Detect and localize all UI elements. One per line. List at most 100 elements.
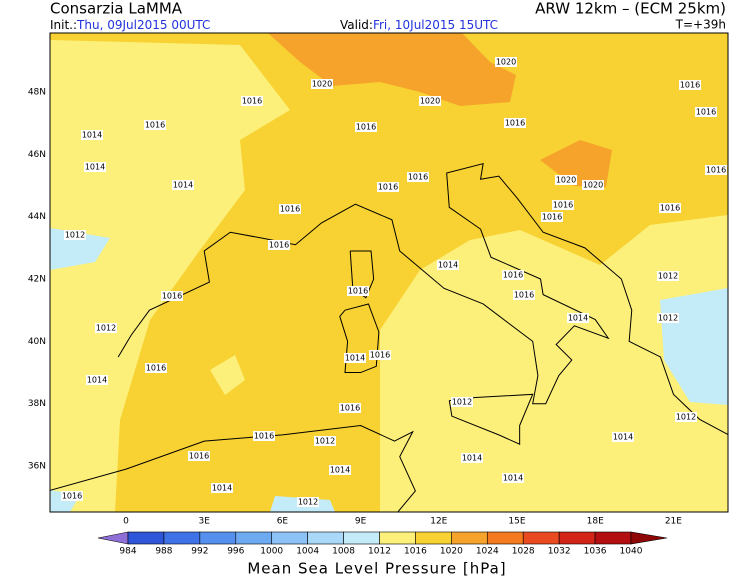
isobar-label: 1014 xyxy=(82,131,102,140)
isobar-label: 1016 xyxy=(280,205,300,214)
isobar-label: 1012 xyxy=(298,498,318,507)
field-1012 xyxy=(210,355,245,395)
isobar-label: 1016 xyxy=(340,404,360,413)
colorbar-segment xyxy=(451,531,488,545)
isobar-label-bg xyxy=(582,180,604,190)
lat-label: 36N xyxy=(28,462,46,472)
isobar-label-bg xyxy=(695,107,717,117)
isobar-label-bg xyxy=(513,290,535,300)
colorbar-label: 1016 xyxy=(404,547,427,557)
isobar-label: 1016 xyxy=(378,183,398,192)
isobar-label: 1016 xyxy=(408,173,428,182)
colorbar-segment xyxy=(594,531,632,545)
coastline xyxy=(349,250,375,299)
colorbar-under xyxy=(97,531,129,545)
isobar-label: 1014 xyxy=(568,314,588,323)
isobar-label-bg xyxy=(188,451,210,461)
colorbar-label: 984 xyxy=(119,547,136,557)
isobar-label: 1016 xyxy=(189,452,209,461)
isobar-label: 1016 xyxy=(553,201,573,210)
isobar-label-bg xyxy=(172,180,194,190)
isobar-label-bg xyxy=(461,453,483,463)
isobar-label: 1012 xyxy=(65,231,85,240)
colorbar-label: 1032 xyxy=(548,547,571,557)
isobar-label-bg xyxy=(297,497,319,507)
valid-label: Valid: xyxy=(340,18,373,32)
isobar-label-bg xyxy=(567,313,589,323)
colorbar-title: Mean Sea Level Pressure [hPa] xyxy=(247,560,506,578)
isobar-label-bg xyxy=(344,353,366,363)
isobar-label-bg xyxy=(657,313,679,323)
lon-label: 15E xyxy=(508,517,525,527)
coastline xyxy=(339,303,380,374)
isobar-label-bg xyxy=(329,465,351,475)
isobar-label: 1016 xyxy=(146,364,166,373)
valid-time: Valid:Fri, 10Jul2015 15UTC xyxy=(340,18,498,32)
colorbar-label: 992 xyxy=(191,547,208,557)
isobar-label: 1020 xyxy=(496,58,516,67)
isobar-label: 1016 xyxy=(503,271,523,280)
isobar-label-bg xyxy=(502,473,524,483)
lon-label: 0 xyxy=(123,517,129,527)
isobar-label-bg xyxy=(451,397,473,407)
isobar-label: 1016 xyxy=(706,166,726,175)
isobar-label-bg xyxy=(314,436,336,446)
colorbar-label: 996 xyxy=(227,547,244,557)
isobar-label: 1016 xyxy=(696,108,716,117)
colorbar-segment xyxy=(199,531,237,545)
isobar-label: 1016 xyxy=(254,432,274,441)
colorbar-label: 1020 xyxy=(440,547,463,557)
init-value: Thu, 09Jul2015 00UTC xyxy=(76,18,210,32)
isobar-label: 1016 xyxy=(62,492,82,501)
isobar-label-bg xyxy=(86,375,108,385)
field-1012 xyxy=(50,40,290,512)
colorbar-label: 1028 xyxy=(512,547,535,557)
colorbar-segment xyxy=(271,531,308,545)
isobar-label: 1014 xyxy=(503,474,523,483)
isobar-label-bg xyxy=(504,118,526,128)
lat-label: 38N xyxy=(28,399,46,409)
isobar-label-bg xyxy=(145,363,167,373)
isobar-label-bg xyxy=(437,260,459,270)
map-frame xyxy=(49,32,729,513)
isobar-label-bg xyxy=(369,350,391,360)
isobar-label-bg xyxy=(552,200,574,210)
isobar-label: 1012 xyxy=(676,413,696,422)
isobar-label-bg xyxy=(268,240,290,250)
isobar-label-bg xyxy=(679,80,701,90)
isobar-label: 1014 xyxy=(85,163,105,172)
isobar-label: 1012 xyxy=(452,398,472,407)
isobar-label-bg xyxy=(502,270,524,280)
coastline xyxy=(50,425,416,512)
field-1012 xyxy=(380,215,728,512)
isobar-label: 1016 xyxy=(348,287,368,296)
lat-label: 42N xyxy=(28,275,46,285)
colorbar-label: 1004 xyxy=(296,547,319,557)
isobar-label-bg xyxy=(612,432,634,442)
isobar-label-bg xyxy=(555,175,577,185)
isobar-label-bg xyxy=(407,172,429,182)
isobar-label-bg xyxy=(419,96,441,106)
lead-time: T=+39h xyxy=(675,18,726,32)
isobar-label: 1020 xyxy=(556,176,576,185)
colorbar-segment xyxy=(486,531,524,545)
map-area: 1020 1020 1020 1016 1016 1014 1016 1016 1016 1016… xyxy=(50,33,728,512)
isobar-label-bg xyxy=(311,79,333,89)
isobar-label: 1016 xyxy=(660,204,680,213)
isobar-label: 1016 xyxy=(505,119,525,128)
model-center: Consarzia LaMMA xyxy=(50,0,183,18)
lon-label: 18E xyxy=(587,517,604,527)
valid-value: Fri, 10Jul2015 15UTC xyxy=(373,18,498,32)
colorbar-segment xyxy=(522,531,560,545)
model-name: ARW 12km – (ECM 25km) xyxy=(535,0,726,18)
field-1020 xyxy=(540,140,612,187)
isobar-label-bg xyxy=(541,212,563,222)
isobar-label-bg xyxy=(241,96,263,106)
isobar-label-bg xyxy=(211,483,233,493)
isobar-label-bg xyxy=(84,162,106,172)
isobar-label: 1020 xyxy=(312,80,332,89)
lon-label: 9E xyxy=(355,517,367,527)
lon-label: 3E xyxy=(198,517,210,527)
init-label: Init.: xyxy=(50,18,77,32)
